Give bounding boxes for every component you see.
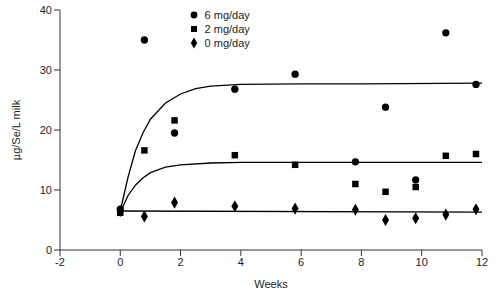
svg-text:4: 4 bbox=[238, 256, 244, 268]
svg-text:µg/Se/L milk: µg/Se/L milk bbox=[10, 99, 22, 160]
svg-text:0: 0 bbox=[117, 256, 123, 268]
svg-text:10: 10 bbox=[40, 184, 52, 196]
svg-text:6: 6 bbox=[298, 256, 304, 268]
svg-text:40: 40 bbox=[40, 4, 52, 16]
svg-text:2: 2 bbox=[178, 256, 184, 268]
svg-text:10: 10 bbox=[416, 256, 428, 268]
svg-text:20: 20 bbox=[40, 124, 52, 136]
html-text:0 mg/day: 0 mg/day bbox=[204, 37, 250, 49]
svg-text:8: 8 bbox=[358, 256, 364, 268]
html-text:6 mg/day: 6 mg/day bbox=[204, 9, 250, 21]
svg-text:30: 30 bbox=[40, 64, 52, 76]
html-text:2 mg/day: 2 mg/day bbox=[204, 23, 250, 35]
svg-text:Weeks: Weeks bbox=[254, 278, 288, 290]
svg-text:0: 0 bbox=[46, 244, 52, 256]
svg-text:-2: -2 bbox=[55, 256, 65, 268]
svg-text:12: 12 bbox=[476, 256, 488, 268]
